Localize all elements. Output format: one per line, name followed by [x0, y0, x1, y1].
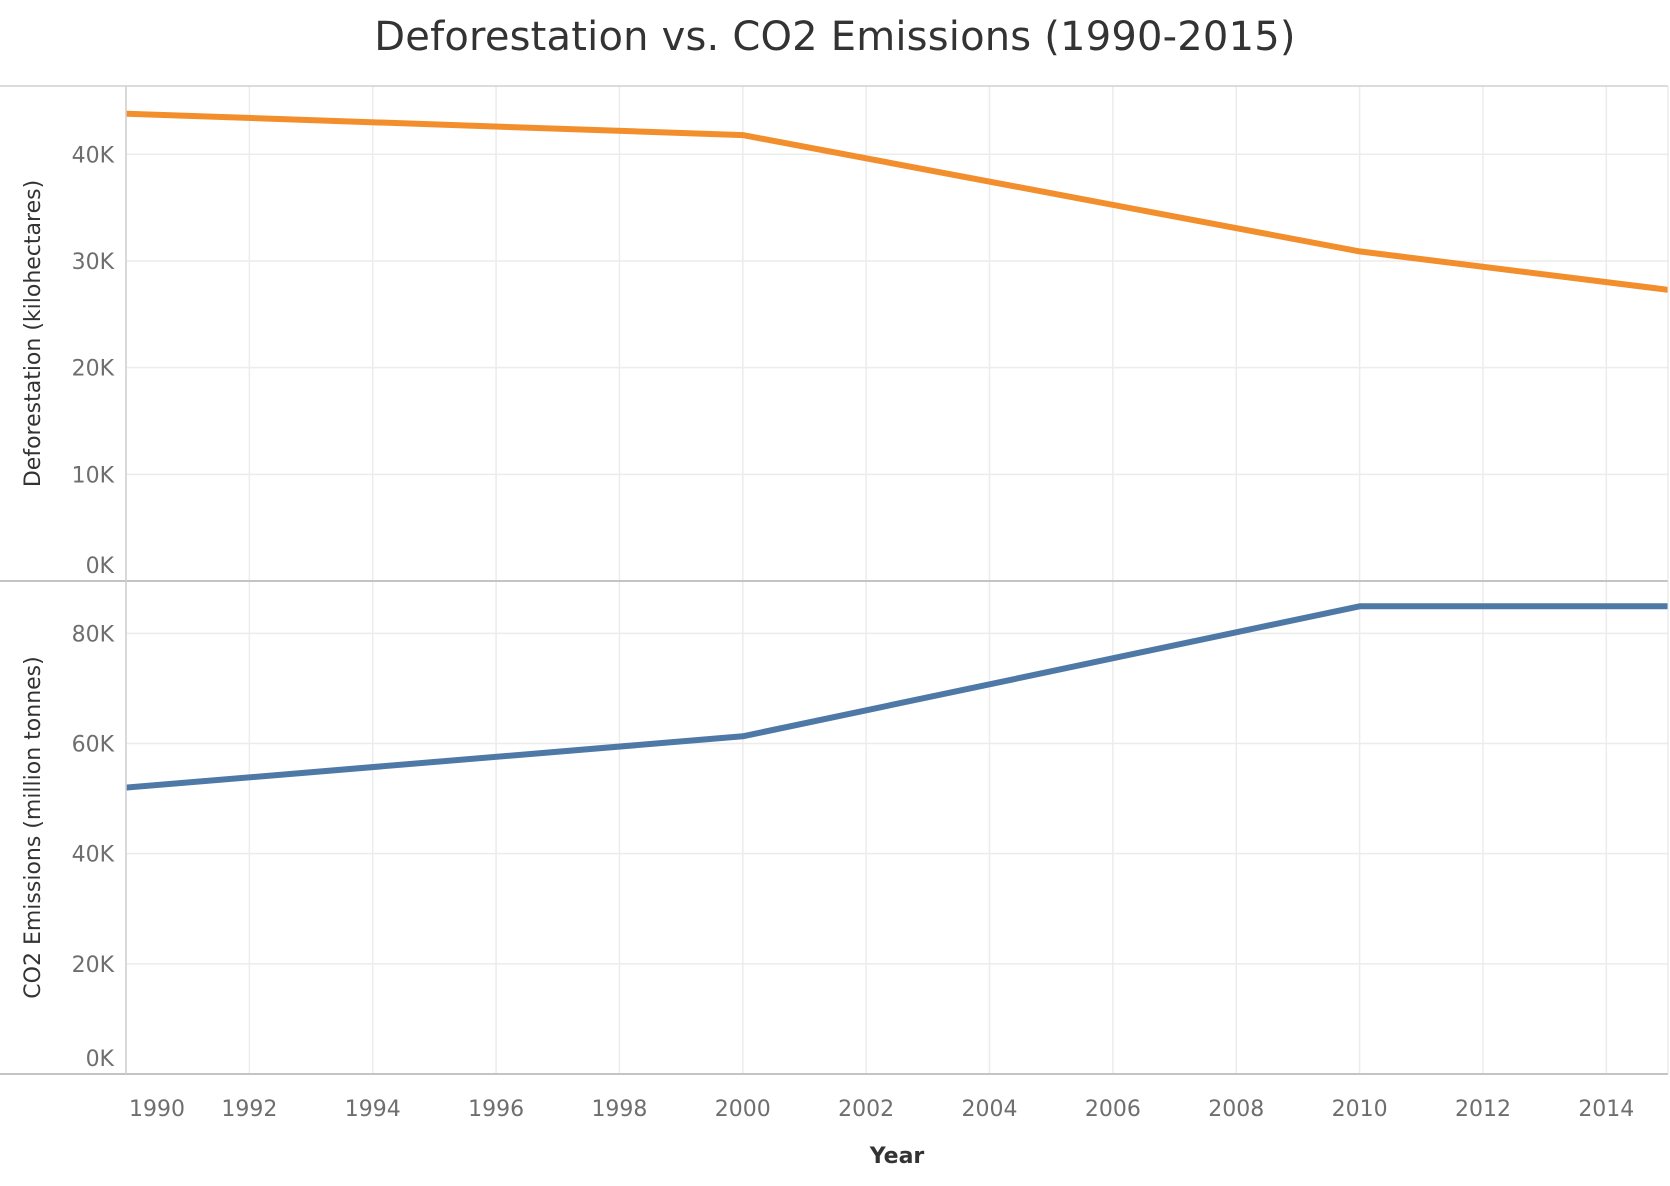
x-axis-title: Year — [869, 1144, 925, 1169]
x-tick-label: 2012 — [1455, 1097, 1511, 1122]
y-tick-label: 10K — [72, 463, 115, 488]
series-line — [125, 110, 1669, 293]
x-tick-label: 1992 — [221, 1097, 277, 1122]
x-tick-label: 1994 — [345, 1097, 401, 1122]
x-tick-label: 2004 — [962, 1097, 1018, 1122]
series-line — [125, 603, 1668, 791]
y-axis-title: Deforestation (kilohectares) — [21, 180, 46, 487]
y-tick-label: 40K — [72, 843, 115, 868]
y-tick-label: 20K — [72, 357, 115, 382]
x-tick-label: 2010 — [1332, 1097, 1388, 1122]
y-tick-label: 20K — [72, 953, 115, 978]
y-tick-label: 60K — [72, 732, 115, 757]
y-tick-label: 80K — [72, 622, 115, 647]
y-axis-title: CO2 Emissions (million tonnes) — [21, 656, 46, 998]
x-tick-label: 2008 — [1208, 1097, 1264, 1122]
x-tick-label: 1996 — [468, 1097, 524, 1122]
y-tick-label: 40K — [72, 143, 115, 168]
y-tick-label: 0K — [86, 1047, 115, 1072]
x-tick-label: 2014 — [1578, 1097, 1634, 1122]
x-tick-label: 2006 — [1085, 1097, 1141, 1122]
y-tick-label: 30K — [72, 250, 115, 275]
chart-title: Deforestation vs. CO2 Emissions (1990-20… — [374, 14, 1296, 60]
x-tick-label: 2000 — [715, 1097, 771, 1122]
x-tick-label: 1990 — [129, 1097, 185, 1122]
y-tick-label: 0K — [86, 554, 115, 579]
x-tick-label: 2002 — [838, 1097, 894, 1122]
x-tick-label: 1998 — [591, 1097, 647, 1122]
